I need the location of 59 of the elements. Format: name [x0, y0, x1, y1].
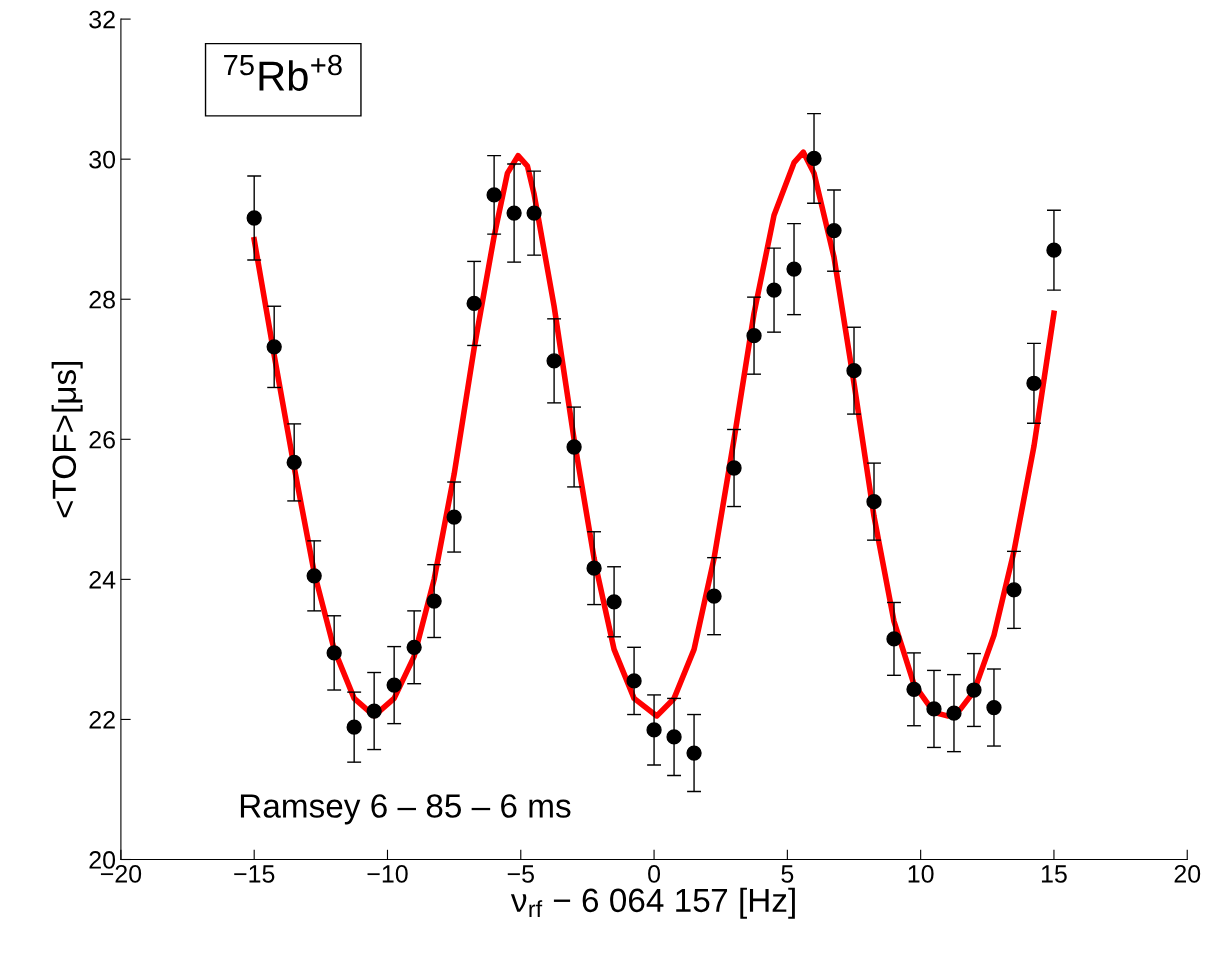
- y-axis-title: <TOF>[μs]: [51, 361, 83, 518]
- point: [646, 722, 662, 738]
- point: [566, 439, 582, 455]
- x-tick-label: 15: [1041, 865, 1067, 883]
- point: [746, 328, 762, 344]
- point: [606, 594, 622, 610]
- point: [986, 699, 1002, 716]
- point: [366, 703, 382, 719]
- x-tick-label: −15: [234, 865, 275, 883]
- point: [766, 282, 782, 298]
- point: [286, 454, 302, 471]
- point: [406, 639, 422, 655]
- point: [526, 205, 542, 221]
- point: [446, 509, 462, 525]
- y-tick-label: 30: [89, 150, 116, 169]
- point: [946, 705, 962, 721]
- point: [726, 460, 742, 476]
- x-tick-label: −10: [367, 865, 408, 883]
- point: [306, 568, 322, 584]
- point: [1006, 582, 1022, 598]
- point: [506, 205, 522, 221]
- point: [786, 261, 802, 277]
- point: [1046, 242, 1062, 258]
- x-tick-label: 10: [908, 865, 934, 883]
- point: [246, 210, 262, 226]
- point: [686, 745, 702, 761]
- annotation: $^{75}$Rb$^{+8}$: [224, 54, 342, 91]
- point: [586, 560, 602, 576]
- annotation: Ramsey 6 – 85 – 6 ms: [240, 794, 571, 825]
- point: [826, 222, 842, 239]
- x-tick-label: 0: [648, 865, 661, 883]
- point: [426, 593, 442, 609]
- point: [486, 187, 502, 203]
- point: [966, 682, 982, 698]
- point: [866, 493, 882, 510]
- point: [266, 339, 282, 355]
- point: [846, 363, 862, 379]
- x-tick-label: −5: [507, 865, 534, 883]
- point: [326, 645, 342, 661]
- x-tick-label: 5: [781, 865, 794, 883]
- y-tick-label: 32: [89, 10, 115, 29]
- point: [626, 673, 642, 689]
- point: [806, 150, 822, 167]
- x-tick-label: 20: [1174, 865, 1201, 883]
- point: [346, 719, 362, 735]
- y-tick-label: 24: [89, 570, 116, 589]
- point: [906, 681, 922, 697]
- point: [466, 295, 482, 312]
- x-axis-title: ν$_{rf}$ − 6 064 157 [Hz]: [510, 887, 795, 919]
- point: [386, 677, 402, 693]
- point: [706, 588, 722, 604]
- y-tick-label: 22: [89, 711, 115, 729]
- y-tick-label: 26: [89, 430, 115, 449]
- point: [926, 701, 942, 717]
- point: [666, 729, 682, 745]
- point: [1026, 375, 1042, 391]
- point: [886, 631, 902, 647]
- y-tick-label: 28: [89, 290, 115, 309]
- point: [546, 353, 562, 369]
